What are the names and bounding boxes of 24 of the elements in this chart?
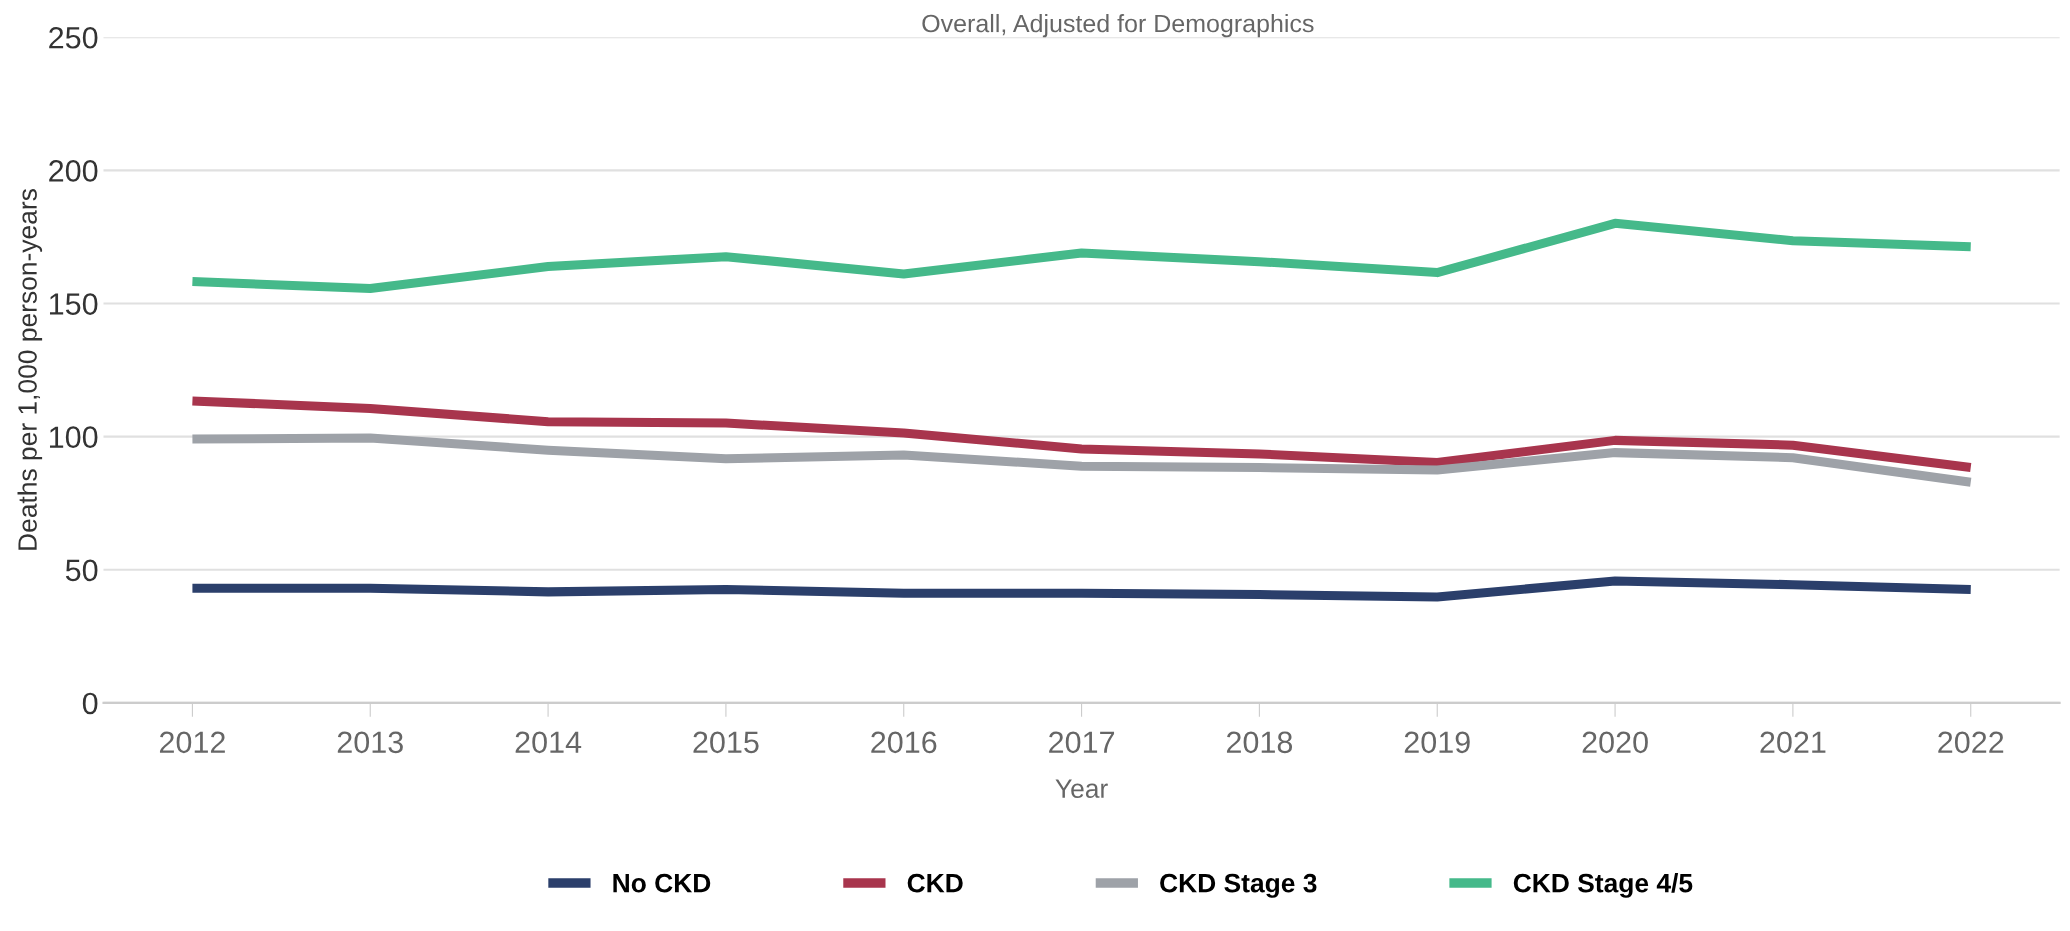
x-tick-label: 2017 (1049, 731, 1115, 754)
y-tick-label: 200 (49, 160, 98, 182)
y-tick-label: 50 (65, 559, 98, 582)
y-tick-label: 250 (49, 26, 98, 49)
x-tick-label: 2018 (1226, 731, 1293, 754)
x-tick-label: 2012 (159, 731, 225, 754)
legend-label: CKD Stage 3 (1160, 873, 1317, 898)
legend-label: CKD Stage 4/5 (1513, 873, 1693, 898)
x-tick-label: 2015 (693, 731, 759, 754)
y-axis-title: Deaths per 1,000 person-years (17, 189, 43, 550)
legend-label: CKD (907, 873, 963, 893)
x-tick-label: 2016 (871, 731, 937, 754)
chart-title: Overall, Adjusted for Demographics (922, 13, 1314, 38)
x-tick-label: 2020 (1582, 731, 1648, 754)
x-tick-label: 2022 (1938, 731, 2004, 754)
legend-label: No CKD (613, 873, 711, 893)
x-axis-title: Year (1055, 779, 1108, 798)
x-tick-label: 2014 (515, 731, 582, 754)
y-tick-label: 150 (49, 293, 98, 315)
x-tick-label: 2013 (337, 731, 403, 754)
x-tick-label: 2019 (1404, 731, 1470, 754)
y-tick-label: 0 (82, 692, 98, 715)
x-tick-label: 2021 (1760, 731, 1826, 754)
y-tick-label: 100 (49, 426, 98, 449)
